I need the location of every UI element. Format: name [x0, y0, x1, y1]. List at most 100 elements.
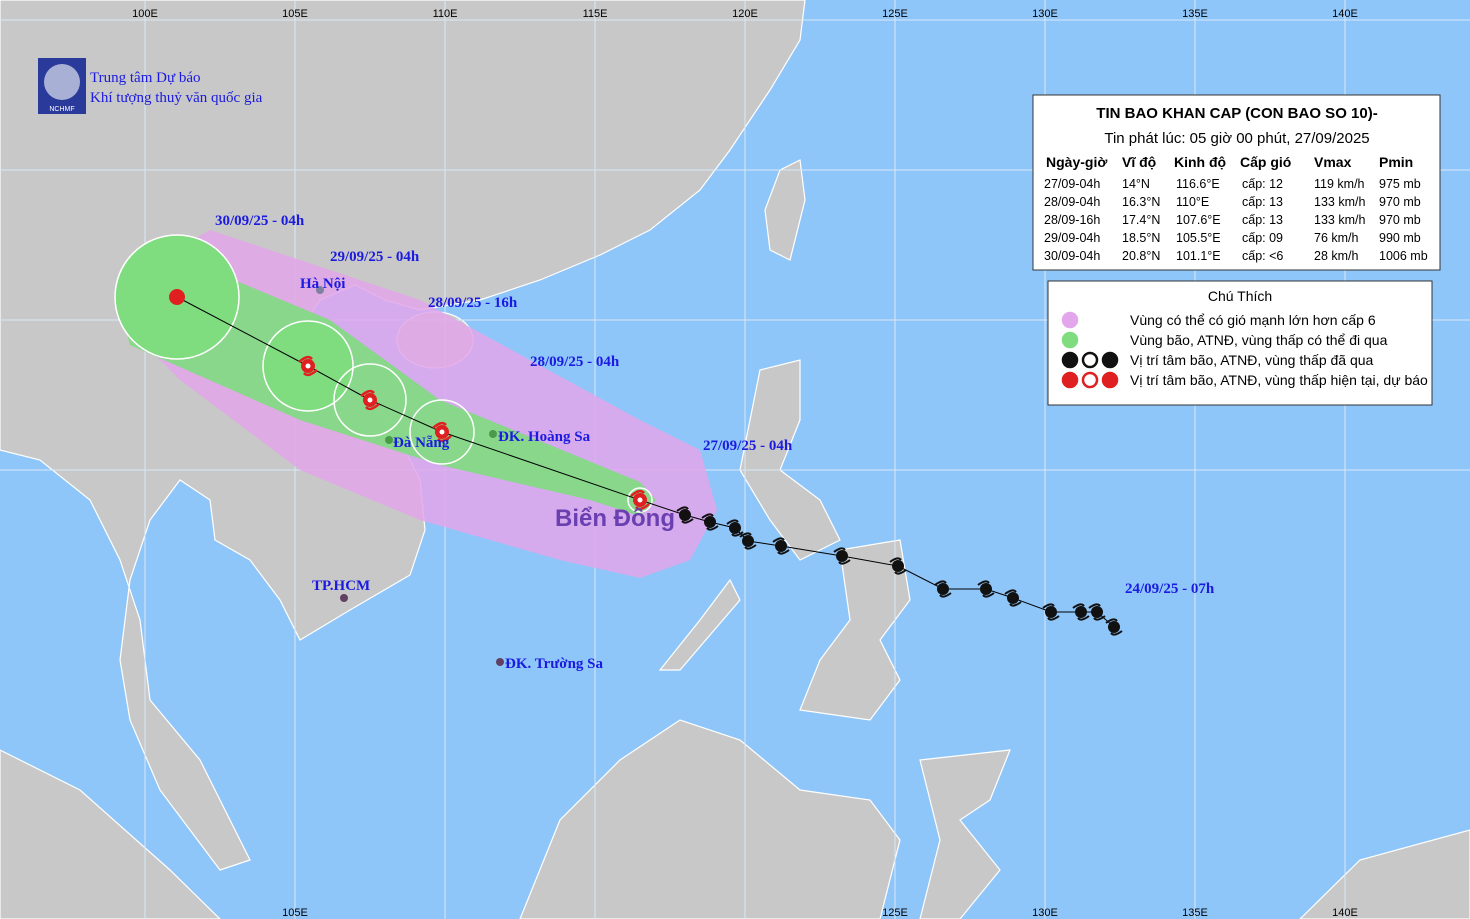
table-cell: 30/09-04h	[1044, 249, 1100, 263]
track-markers	[169, 286, 1123, 666]
legend-symbol	[1101, 371, 1119, 389]
place-dot	[316, 286, 324, 294]
sea-label: Biển Đông	[555, 505, 675, 532]
table-cell: 17.4°N	[1122, 213, 1160, 227]
place-label: ĐK. Hoàng Sa	[498, 429, 591, 445]
past-swirl	[934, 580, 952, 598]
past-position	[742, 535, 754, 547]
column-header: Vĩ độ	[1122, 154, 1156, 170]
past-swirl	[977, 580, 995, 598]
table-cell: 28 km/h	[1314, 249, 1359, 263]
forecast-eye	[637, 497, 643, 503]
past-swirl	[1105, 618, 1123, 636]
past-position	[980, 583, 992, 595]
past-swirl	[1088, 603, 1106, 621]
table-cell: 107.6°E	[1176, 213, 1221, 227]
storm-cone	[115, 245, 656, 516]
place-dot	[385, 436, 393, 444]
place-label: Hà Nội	[300, 276, 345, 292]
table-cell: 18.5°N	[1122, 231, 1160, 245]
table-cell: 110°E	[1176, 195, 1209, 209]
past-position	[775, 540, 787, 552]
info-panel	[1032, 94, 1441, 271]
past-swirl	[889, 557, 907, 575]
past-position	[1007, 592, 1019, 604]
table-cell: 133 km/h	[1314, 195, 1365, 209]
info-title: TIN BAO KHAN CAP (CON BAO SO 10)-	[1096, 105, 1377, 122]
org-line: Khí tượng thuỷ văn quốc gia	[90, 90, 263, 106]
legend-box: Chú Thích Vùng có thể có gió mạnh lớn hơn…	[1047, 280, 1433, 406]
place-dot	[496, 658, 504, 666]
legend-symbol	[1061, 371, 1079, 389]
place-label: ĐK. Trường Sa	[505, 656, 604, 672]
table-cell: 119 km/h	[1314, 177, 1365, 191]
info-issued: Tin phát lúc: 05 giờ 00 phút, 27/09/2025	[1104, 130, 1369, 147]
table-cell: 14°N	[1122, 177, 1150, 191]
longitude-label: 140E	[1332, 907, 1358, 919]
forecast-swirl	[360, 389, 380, 411]
past-swirl	[676, 506, 694, 524]
table-cell: 76 km/h	[1314, 231, 1359, 245]
column-header: Cấp gió	[1240, 154, 1291, 170]
legend-symbol	[1101, 351, 1119, 369]
longitude-label: 105E	[282, 8, 308, 20]
place-label: TP.HCM	[312, 578, 370, 594]
table-cell: 20.8°N	[1122, 249, 1160, 263]
longitude-label: 135E	[1182, 907, 1208, 919]
legend-item: Vị trí tâm bão, ATNĐ, vùng thấp hiện tại…	[1130, 372, 1428, 388]
table-cell: 990 mb	[1379, 231, 1421, 245]
past-swirl	[701, 513, 719, 531]
table-cell: 975 mb	[1379, 177, 1421, 191]
past-position	[679, 509, 691, 521]
time-label: 27/09/25 - 04h	[703, 438, 793, 454]
past-position	[937, 583, 949, 595]
past-swirl	[833, 547, 851, 565]
forecast-eye	[439, 429, 445, 435]
past-swirl	[1004, 589, 1022, 607]
past-position	[1108, 621, 1120, 633]
forecast-eye	[305, 363, 311, 369]
past-position	[892, 560, 904, 572]
longitude-label: 130E	[1032, 907, 1058, 919]
low-position	[169, 289, 185, 305]
table-cell: cấp: 13	[1242, 213, 1283, 227]
longitude-label: 105E	[282, 907, 308, 919]
place-label: Đà Nẵng	[393, 435, 450, 451]
past-position	[836, 550, 848, 562]
table-cell: 29/09-04h	[1044, 231, 1100, 245]
past-position	[1091, 606, 1103, 618]
info-box: TIN BAO KHAN CAP (CON BAO SO 10)- Tin phá…	[1032, 94, 1441, 271]
table-cell: 16.3°N	[1122, 195, 1160, 209]
logo	[38, 58, 86, 114]
place-dot	[489, 430, 497, 438]
longitude-label: 130E	[1032, 8, 1058, 20]
longitude-label: 110E	[433, 8, 458, 20]
org-line: Trung tâm Dự báo	[90, 70, 201, 86]
table-cell: 28/09-04h	[1044, 195, 1100, 209]
longitude-label: 125E	[882, 8, 908, 20]
past-position	[704, 516, 716, 528]
legend-symbol	[1061, 311, 1079, 329]
table-cell: 116.6°E	[1176, 177, 1220, 191]
legend-symbol	[1081, 371, 1099, 389]
column-header: Ngày-giờ	[1046, 154, 1107, 170]
table-cell: cấp: <6	[1242, 249, 1283, 263]
table-cell: 970 mb	[1379, 213, 1421, 227]
table-cell: cấp: 13	[1242, 195, 1283, 209]
legend-item: Vị trí tâm bão, ATNĐ, vùng thấp đã qua	[1130, 352, 1374, 368]
table-cell: 133 km/h	[1314, 213, 1365, 227]
column-header: Pmin	[1379, 154, 1413, 170]
longitude-label: 125E	[882, 907, 908, 919]
forecast-swirl	[630, 489, 650, 511]
time-label: 28/09/25 - 04h	[530, 354, 620, 370]
past-swirl	[739, 532, 757, 550]
legend-symbol	[1061, 331, 1079, 349]
longitude-label: 140E	[1332, 8, 1358, 20]
logo-text: NCHMF	[49, 106, 74, 113]
table-cell: 1006 mb	[1379, 249, 1428, 263]
time-label: 24/09/25 - 07h	[1125, 581, 1215, 597]
legend-symbol	[1081, 351, 1099, 369]
time-label: 28/09/25 - 16h	[428, 295, 518, 311]
